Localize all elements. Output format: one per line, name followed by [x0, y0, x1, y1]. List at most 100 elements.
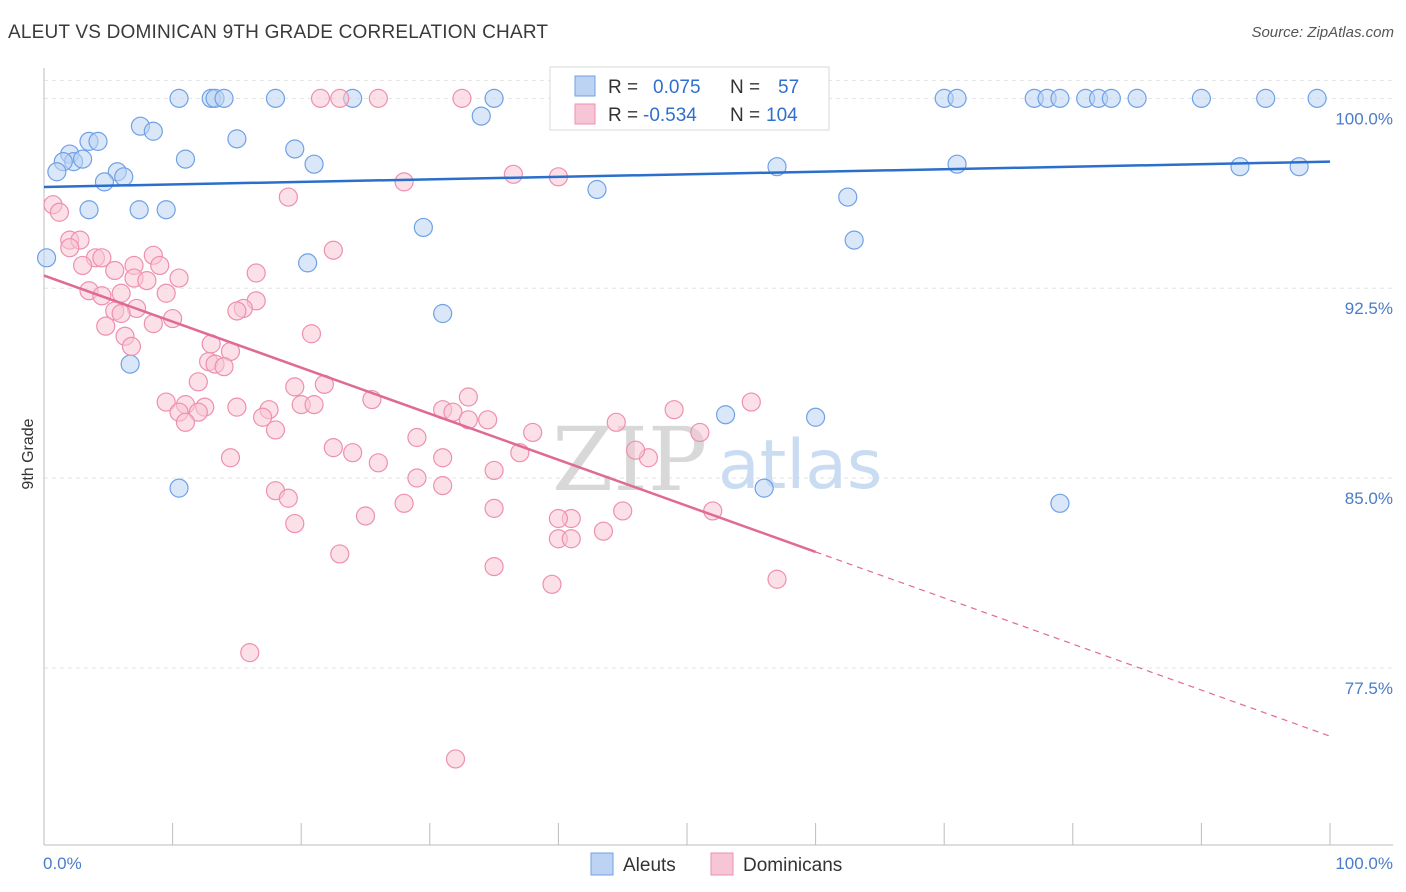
legend-r-value-dominican: -0.534: [643, 105, 697, 126]
dominican-point-54: [227, 397, 247, 417]
dominican-point-97: [240, 643, 260, 663]
legend-r-label-aleut: R =: [608, 77, 638, 98]
dominican-point-29: [227, 301, 247, 321]
legend-swatch-aleut: [574, 75, 596, 97]
dominican-point-58: [664, 400, 684, 420]
dominican-point-92: [561, 529, 581, 549]
dominican-point-21: [137, 270, 157, 291]
aleut-point-42: [838, 187, 858, 207]
axes: [43, 68, 1393, 846]
dominican-point-77: [484, 460, 504, 481]
dominican-point-22: [169, 268, 189, 288]
watermark: ZIP atlas: [552, 408, 882, 511]
aleut-trend-line: [43, 160, 1331, 189]
dominican-point-88: [548, 508, 569, 529]
dominican-point-70: [323, 438, 343, 458]
dominican-trend-line: [43, 274, 817, 554]
dominican-point-7: [49, 202, 70, 222]
aleut-point-3: [214, 88, 234, 108]
aleut-point-17: [1191, 88, 1212, 108]
dominican-point-13: [92, 248, 112, 268]
dominican-point-14: [72, 255, 93, 276]
grid-lines: [44, 79, 1393, 669]
dominican-point-3: [452, 88, 472, 108]
dominican-point-86: [355, 506, 376, 526]
dominican-point-62: [175, 412, 196, 432]
dominican-point-19: [246, 263, 266, 283]
dominican-point-89: [285, 513, 305, 534]
aleut-point-22: [143, 121, 163, 141]
aleut-point-16: [1127, 88, 1147, 108]
bottom-legend-label-aleuts: Aleuts: [623, 855, 676, 876]
chart-title: ALEUT VS DOMINICAN 9TH GRADE CORRELATION…: [8, 22, 549, 43]
dominican-point-68: [407, 427, 427, 448]
dominican-point-83: [484, 498, 504, 518]
aleut-point-6: [484, 88, 504, 108]
dominican-point-81: [278, 488, 298, 508]
aleut-point-56: [1050, 493, 1070, 513]
dominican-trend-line-dashed: [815, 551, 1331, 737]
aleut-point-49: [298, 253, 318, 273]
dominican-point-63: [478, 410, 498, 430]
dominican-point-61: [253, 407, 273, 427]
dominican-point-17: [105, 260, 125, 281]
legend-box: [549, 66, 830, 131]
aleut-point-46: [413, 217, 433, 238]
dominican-point-39: [121, 336, 142, 357]
dominican-point-95: [767, 569, 787, 589]
dominican-point-93: [330, 544, 350, 564]
dominican-point-66: [265, 420, 286, 440]
dominican-point-45: [285, 377, 305, 397]
aleut-point-51: [120, 354, 140, 374]
dominican-point-1: [330, 88, 350, 108]
aleut-point-23: [227, 129, 247, 149]
dominican-point-4: [394, 172, 414, 192]
aleut-point-31: [175, 149, 196, 169]
dominican-point-25: [111, 283, 131, 303]
bottom-legend-swatch-dominicans: [710, 852, 734, 876]
aleut-point-55: [754, 478, 774, 498]
legend-r-label-dominican: R =: [608, 105, 638, 126]
legend-n-value-aleut: 57: [778, 77, 799, 98]
dominican-point-36: [301, 324, 322, 344]
aleut-point-18: [1256, 88, 1276, 108]
dominican-point-44: [188, 372, 208, 392]
x-tick-label-max: 100.0%: [1335, 854, 1393, 873]
dominican-point-90: [593, 521, 614, 541]
y-tick-label-3: 100.0%: [1335, 109, 1393, 128]
y-tick-labels: 77.5% 85.0% 92.5% 100.0%: [1335, 109, 1393, 697]
watermark-atlas: atlas: [718, 426, 882, 505]
aleut-point-41: [587, 179, 607, 200]
aleut-point-19: [1307, 88, 1327, 108]
dominican-point-94: [484, 556, 504, 577]
bottom-legend-swatch-aleuts: [590, 852, 614, 876]
aleut-point-20: [471, 106, 491, 126]
aleut-point-35: [1289, 157, 1309, 177]
aleut-point-40: [94, 172, 115, 192]
dominican-point-72: [343, 443, 363, 463]
dominican-point-26: [156, 283, 176, 303]
aleut-point-54: [169, 478, 189, 498]
dominican-point-5: [278, 187, 298, 207]
aleut-point-36: [947, 154, 967, 174]
y-tick-label-0: 77.5%: [1345, 679, 1393, 698]
dominican-point-10: [323, 240, 343, 260]
dominican-point-0: [310, 88, 331, 108]
legend: R = 0.075 N = 57 R = -0.534 N = 104: [549, 66, 830, 131]
aleut-point-48: [36, 248, 57, 268]
dominican-point-79: [433, 476, 453, 496]
dominican-point-64: [606, 412, 626, 432]
aleut-point-43: [79, 200, 99, 220]
dominican-point-60: [188, 402, 208, 422]
x-tick-label-min: 0.0%: [43, 854, 82, 873]
aleut-point-52: [715, 405, 736, 425]
dominican-point-82: [394, 493, 414, 513]
aleut-point-9: [947, 88, 967, 108]
y-tick-label-2: 92.5%: [1345, 299, 1393, 318]
aleut-point-0: [169, 88, 189, 108]
dominican-point-32: [111, 303, 131, 324]
dominican-point-78: [407, 468, 427, 488]
dominican-point-49: [156, 392, 176, 412]
aleut-point-26: [285, 139, 305, 159]
